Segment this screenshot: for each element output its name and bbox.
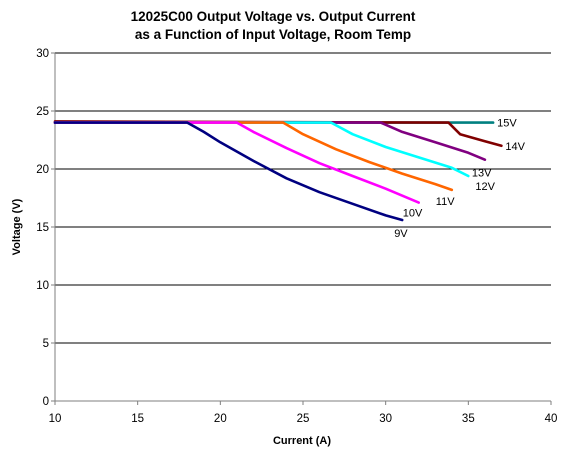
series-lines [53,120,503,222]
y-tick-label: 25 [36,106,49,118]
series-label-10v: 10V [403,208,423,220]
y-tick-label: 10 [36,280,49,292]
y-tick-label: 0 [43,396,49,408]
series-line-10v [53,121,420,204]
y-tick-label: 5 [43,338,49,350]
tick-labels: 0 5 10 15 20 25 30 10 15 20 25 30 35 40 [36,48,557,425]
series-label-12v: 12V [475,181,495,193]
series-line-12v [53,121,470,178]
chart-subtitle: as a Function of Input Voltage, Room Tem… [135,27,411,42]
y-axis-title: Voltage (V) [11,198,23,255]
series-label-14v: 14V [505,141,525,153]
x-tick-label: 10 [49,413,62,425]
x-tick-label: 15 [131,413,144,425]
series-label-15v: 15V [497,118,517,130]
x-tick-label: 35 [462,413,475,425]
x-tick-label: 40 [545,413,558,425]
y-tick-label: 20 [36,164,49,176]
series-label-11v: 11V [436,196,455,208]
x-axis-title: Current (A) [273,435,331,447]
x-tick-label: 20 [214,413,227,425]
x-tick-label: 30 [379,413,392,425]
axes [51,52,552,405]
chart-title: 12025C00 Output Voltage vs. Output Curre… [131,9,416,24]
gridlines [55,52,551,344]
series-line-11v [53,121,454,192]
series-label-9v: 9V [394,228,408,240]
x-tick-label: 25 [297,413,310,425]
series-line-9v [53,121,404,222]
y-tick-label: 30 [36,48,49,60]
y-tick-label: 15 [36,222,49,234]
series-label-13v: 13V [472,168,492,180]
